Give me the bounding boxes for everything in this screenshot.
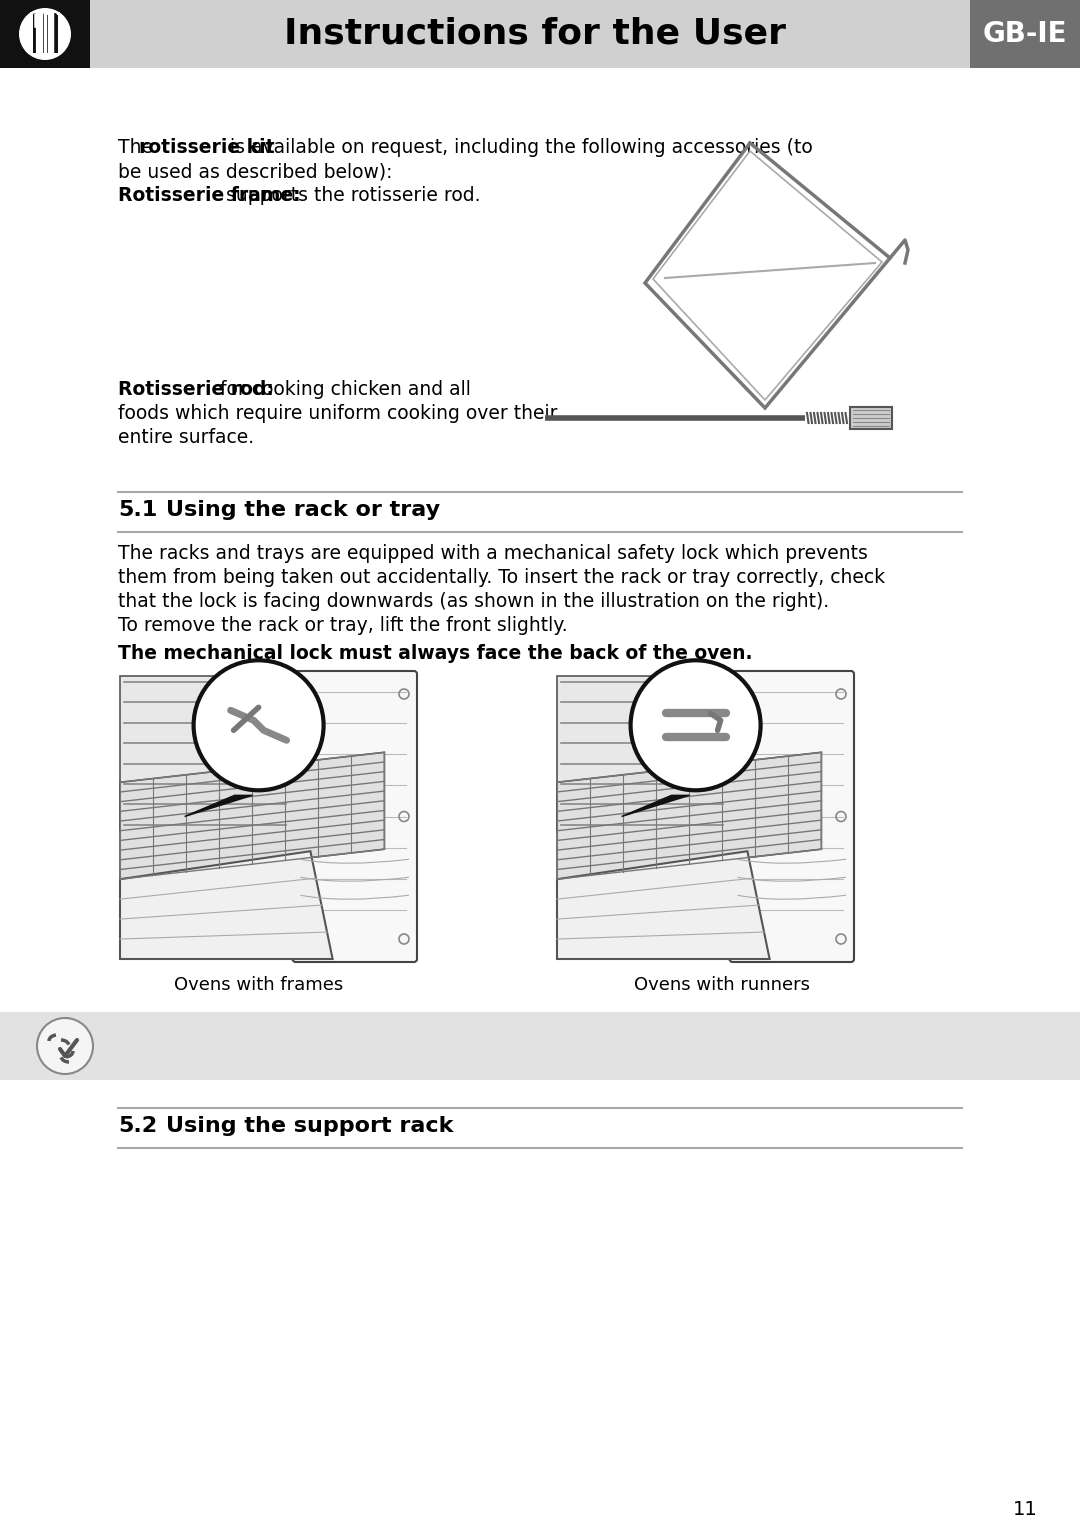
Text: Rotisserie frame:: Rotisserie frame:	[118, 187, 300, 205]
Bar	[53, 15, 58, 54]
Bar	[0, 0, 1080, 67]
FancyBboxPatch shape	[557, 676, 727, 830]
Text: The racks and trays are equipped with a mechanical safety lock which prevents: The racks and trays are equipped with a …	[118, 544, 868, 563]
Bar	[0, 1012, 1080, 1079]
Bar	[0, 0, 90, 67]
Text: Using the rack or tray: Using the rack or tray	[166, 500, 441, 520]
Circle shape	[631, 661, 760, 790]
Text: foods which require uniform cooking over their: foods which require uniform cooking over…	[118, 404, 557, 424]
Polygon shape	[557, 752, 822, 879]
Text: Ovens with runners: Ovens with runners	[634, 976, 810, 994]
Text: To remove the rack or tray, lift the front slightly.: To remove the rack or tray, lift the fro…	[118, 616, 568, 635]
Polygon shape	[30, 12, 36, 55]
Polygon shape	[42, 12, 48, 55]
Text: is available on request, including the following accessories (to: is available on request, including the f…	[224, 138, 812, 157]
Bar	[33, 15, 38, 54]
Polygon shape	[185, 795, 253, 816]
Polygon shape	[120, 752, 384, 879]
Text: for cooking chicken and all: for cooking chicken and all	[208, 381, 471, 399]
Text: them from being taken out accidentally. To insert the rack or tray correctly, ch: them from being taken out accidentally. …	[118, 567, 886, 587]
Text: Using the support rack: Using the support rack	[166, 1116, 454, 1136]
Polygon shape	[54, 12, 60, 55]
FancyBboxPatch shape	[120, 676, 291, 830]
Text: Ovens with frames: Ovens with frames	[174, 976, 343, 994]
Text: that the lock is facing downwards (as shown in the illustration on the right).: that the lock is facing downwards (as sh…	[118, 592, 829, 612]
Text: 5.1: 5.1	[118, 500, 158, 520]
Text: Insert racks and trays fully into the oven until they come to a stop.: Insert racks and trays fully into the ov…	[108, 1037, 737, 1055]
Circle shape	[33, 14, 37, 17]
Bar	[970, 0, 1080, 67]
Text: Rotisserie rod:: Rotisserie rod:	[118, 381, 274, 399]
Text: rotisserie kit: rotisserie kit	[139, 138, 275, 157]
Text: 5.2: 5.2	[118, 1116, 157, 1136]
FancyBboxPatch shape	[850, 407, 892, 430]
Text: GB-IE: GB-IE	[983, 20, 1067, 47]
Text: be used as described below):: be used as described below):	[118, 162, 392, 180]
Circle shape	[53, 14, 57, 17]
Circle shape	[43, 14, 48, 17]
Text: The: The	[118, 138, 159, 157]
Bar	[43, 15, 48, 54]
Text: 11: 11	[1013, 1500, 1038, 1518]
Polygon shape	[557, 852, 770, 959]
Text: supports the rotisserie rod.: supports the rotisserie rod.	[220, 187, 481, 205]
Circle shape	[37, 1018, 93, 1073]
Text: Instructions for the User: Instructions for the User	[284, 17, 786, 50]
Text: The mechanical lock must always face the back of the oven.: The mechanical lock must always face the…	[118, 644, 753, 664]
Polygon shape	[622, 795, 690, 816]
Circle shape	[19, 8, 71, 60]
Text: entire surface.: entire surface.	[118, 428, 254, 446]
FancyBboxPatch shape	[730, 671, 854, 962]
Circle shape	[193, 661, 324, 790]
Polygon shape	[120, 852, 333, 959]
FancyBboxPatch shape	[293, 671, 417, 962]
